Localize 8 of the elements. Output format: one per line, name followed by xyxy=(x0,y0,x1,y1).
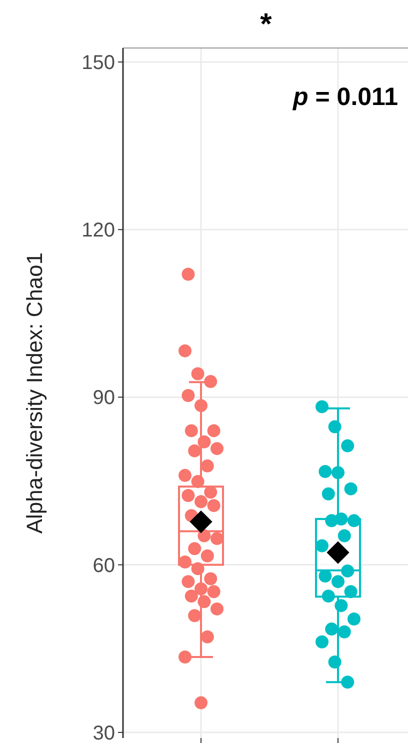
y-tick-label: 150 xyxy=(82,52,115,74)
y-axis-title: Alpha-diversity Index: Chao1 xyxy=(22,252,47,534)
annotation: p = 0.011 xyxy=(292,83,398,111)
y-tick-label: 30 xyxy=(92,722,115,743)
y-tick-label: 90 xyxy=(92,387,115,410)
text: * xyxy=(260,8,272,41)
y-tick-label: 60 xyxy=(92,554,115,577)
y-tick-label: 120 xyxy=(82,220,115,242)
